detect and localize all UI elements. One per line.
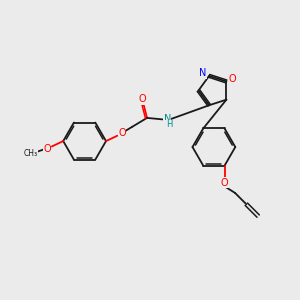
Text: H: H bbox=[166, 120, 172, 129]
Text: CH₃: CH₃ bbox=[23, 149, 38, 158]
Text: O: O bbox=[221, 178, 228, 188]
Text: N: N bbox=[164, 114, 171, 124]
Text: O: O bbox=[138, 94, 146, 104]
Text: O: O bbox=[43, 144, 51, 154]
Text: N: N bbox=[199, 68, 206, 79]
Text: O: O bbox=[118, 128, 126, 138]
Text: O: O bbox=[229, 74, 236, 84]
